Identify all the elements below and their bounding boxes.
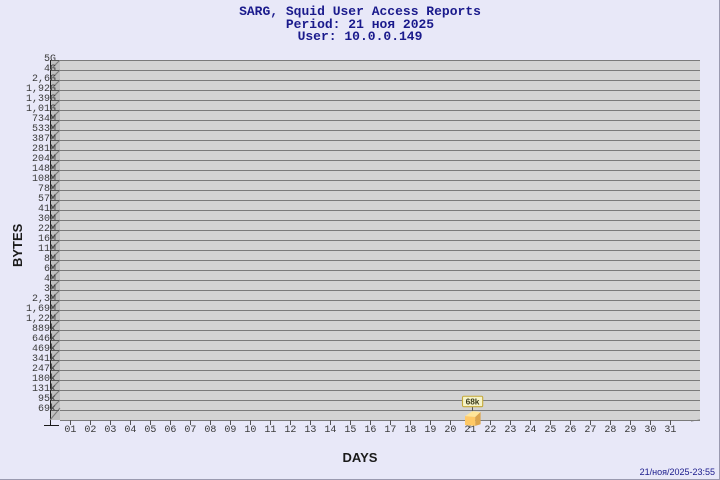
svg-text:68k: 68k — [466, 396, 480, 406]
